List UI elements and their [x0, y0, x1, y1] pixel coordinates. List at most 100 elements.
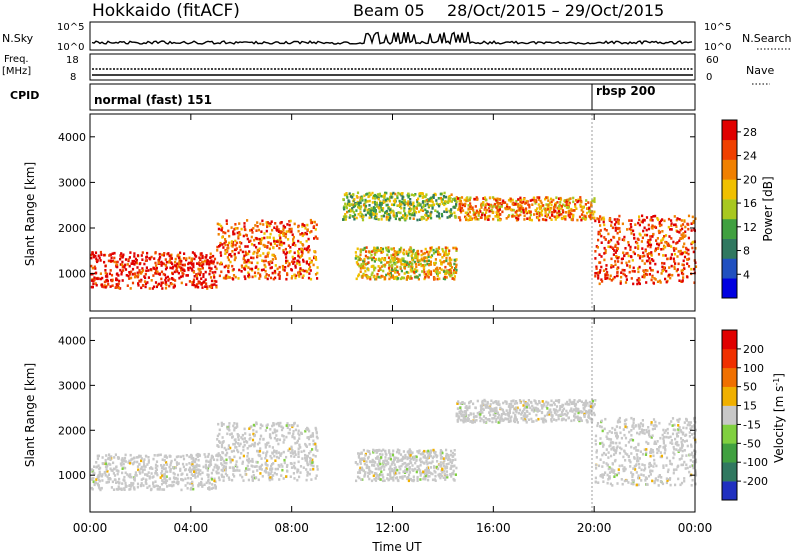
power-cell: [244, 245, 247, 248]
velocity-cell: [423, 455, 426, 459]
power-cell: [392, 212, 395, 215]
power-cell: [515, 216, 518, 220]
power-cell: [436, 272, 439, 276]
power-cell: [379, 202, 382, 205]
power-cell: [388, 213, 391, 216]
power-cell: [420, 206, 424, 209]
velocity-cell: [592, 404, 595, 408]
power-cell: [238, 232, 241, 236]
velocity-cell: [555, 413, 558, 416]
power-cell: [656, 237, 659, 240]
power-cell: [397, 211, 400, 214]
power-cell: [123, 266, 126, 269]
power-cell: [660, 241, 663, 244]
velocity-cell: [479, 404, 482, 408]
velocity-cell: [186, 487, 189, 490]
power-cell: [357, 205, 360, 209]
velocity-cell: [197, 468, 200, 471]
power-cell: [391, 276, 394, 279]
power-cell: [291, 233, 294, 236]
velocity-cell: [307, 437, 311, 441]
power-cell: [396, 275, 399, 279]
power-cell: [567, 203, 570, 206]
power-cell: [398, 273, 401, 276]
power-cell: [306, 247, 309, 250]
velocity-cell: [429, 466, 433, 469]
power-cell: [628, 227, 631, 231]
velocity-cell: [207, 487, 210, 490]
power-cell: [612, 277, 615, 281]
power-cell: [429, 215, 432, 218]
power-cell: [398, 192, 401, 196]
power-cell: [539, 205, 542, 208]
power-cell: [602, 218, 606, 221]
power-cell: [423, 266, 426, 270]
power-cell: [637, 281, 640, 284]
power-cell: [410, 254, 413, 258]
power-cell: [146, 281, 149, 284]
velocity-cell: [154, 469, 157, 473]
power-cell: [253, 271, 257, 275]
velocity-cell: [100, 474, 104, 478]
power-cell: [441, 256, 444, 259]
power-cell: [515, 199, 518, 203]
power-cell: [407, 192, 410, 196]
velocity-cell: [270, 470, 273, 474]
velocity-cell: [389, 457, 392, 461]
velocity-cell: [431, 456, 434, 460]
power-cell: [428, 204, 431, 207]
velocity-cell: [245, 467, 248, 470]
power-cell: [630, 219, 633, 222]
velocity-cell: [477, 412, 481, 416]
velocity-cell: [104, 471, 107, 475]
power-cell: [162, 281, 165, 284]
velocity-cell: [233, 475, 236, 478]
velocity-cell: [543, 414, 546, 418]
velocity-cell: [294, 466, 297, 470]
power-cell: [621, 238, 624, 241]
power-cell: [213, 279, 216, 283]
power-cell: [391, 209, 394, 213]
power-cell: [405, 250, 408, 253]
velocity-cell: [316, 436, 319, 440]
power-cell: [666, 257, 669, 261]
power-cell: [614, 229, 617, 232]
velocity-cell: [165, 456, 168, 459]
power-cell: [259, 275, 262, 278]
power-cell: [432, 269, 435, 272]
power-cell: [442, 195, 446, 198]
velocity-cell: [378, 459, 381, 463]
power-cell: [381, 257, 384, 260]
velocity-cell: [217, 422, 220, 426]
velocity-cell: [496, 416, 500, 419]
velocity-cell: [285, 435, 288, 439]
power-cell: [92, 279, 95, 283]
velocity-cell: [462, 413, 465, 417]
velocity-cell: [169, 484, 172, 487]
power-cell: [612, 265, 615, 268]
velocity-cell: [196, 475, 199, 478]
velocity-cell: [260, 457, 263, 460]
velocity-cell: [241, 462, 244, 465]
power-cell: [396, 271, 399, 274]
power-cell: [291, 275, 294, 278]
power-cell: [353, 198, 356, 201]
power-cell: [374, 247, 377, 250]
power-cell: [386, 261, 389, 264]
power-cell: [652, 233, 655, 236]
power-cell: [623, 269, 626, 272]
power-cell: [245, 253, 248, 257]
power-cell: [131, 259, 134, 263]
velocity-cell: [157, 453, 160, 457]
power-cell: [113, 260, 116, 264]
power-cell: [279, 238, 282, 241]
power-cell: [556, 214, 559, 218]
power-cell: [608, 277, 611, 281]
power-cell: [481, 203, 484, 207]
nsky-trace: [91, 31, 693, 46]
power-cell: [397, 204, 401, 207]
power-cell: [418, 194, 421, 198]
velocity-cell: [98, 474, 101, 477]
velocity-cell: [246, 441, 249, 444]
